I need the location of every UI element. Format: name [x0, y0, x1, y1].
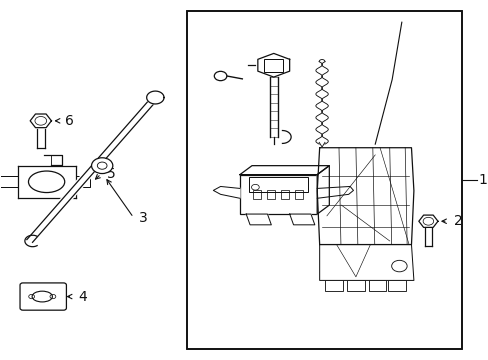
Polygon shape: [245, 214, 271, 225]
Polygon shape: [317, 186, 353, 198]
Bar: [280, 190, 288, 199]
Bar: [186, 12, 461, 348]
Polygon shape: [213, 186, 240, 198]
Bar: [253, 190, 260, 199]
Polygon shape: [317, 148, 413, 244]
Bar: [186, 12, 461, 348]
Polygon shape: [319, 244, 413, 280]
Polygon shape: [240, 166, 328, 175]
Bar: [294, 190, 302, 199]
Polygon shape: [146, 91, 163, 104]
Circle shape: [91, 158, 113, 174]
Text: 1: 1: [477, 173, 486, 187]
FancyBboxPatch shape: [20, 283, 66, 310]
Bar: [368, 280, 386, 291]
Text: 5: 5: [107, 167, 116, 181]
Text: 3: 3: [139, 211, 148, 225]
Bar: [264, 59, 283, 72]
Text: 6: 6: [65, 114, 74, 128]
Bar: [325, 280, 342, 291]
Bar: [387, 280, 405, 291]
Bar: [249, 177, 307, 192]
Bar: [346, 280, 364, 291]
Text: 2: 2: [452, 214, 461, 228]
Bar: [240, 175, 317, 214]
Bar: [266, 190, 274, 199]
Polygon shape: [317, 166, 328, 214]
Polygon shape: [289, 214, 314, 225]
Text: 4: 4: [78, 289, 86, 303]
